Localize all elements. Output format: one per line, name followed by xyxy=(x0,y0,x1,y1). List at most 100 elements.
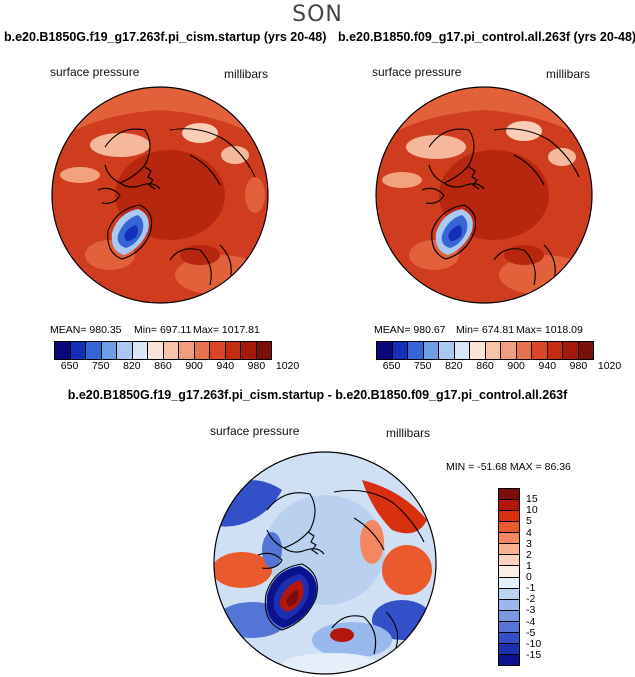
left-max-stat: Max= 1017.81 xyxy=(193,324,260,336)
colorbar-tick-label: 1020 xyxy=(275,360,300,372)
colorbar-swatch xyxy=(578,342,593,359)
colorbar-swatch xyxy=(499,544,519,556)
colorbar-swatch xyxy=(499,577,519,589)
colorbar-swatch xyxy=(485,342,501,359)
left-greenland-region xyxy=(111,209,149,255)
colorbar-tick-label: -3 xyxy=(526,604,536,617)
left-colorbar xyxy=(54,341,272,360)
left-colorbar-ticks: 650 750 820 860 900 940 980 1020 xyxy=(54,360,299,374)
right-min-stat: Min= 674.81 xyxy=(456,324,515,336)
colorbar-tick-label: 4 xyxy=(526,526,532,539)
colorbar-tick-label: 3 xyxy=(526,537,532,550)
colorbar-tick-label: 10 xyxy=(526,504,538,517)
colorbar-swatch xyxy=(163,342,179,359)
left-mean-stat: MEAN= 980.35 xyxy=(50,324,122,336)
colorbar-swatch xyxy=(70,342,86,359)
diff-panel-title: b.e20.B1850G.f19_g17.263f.pi_cism.startu… xyxy=(67,388,568,402)
right-max-stat: Max= 1018.09 xyxy=(516,324,583,336)
diff-greenland-region xyxy=(266,566,317,628)
colorbar-tick-label: 5 xyxy=(526,515,532,528)
colorbar-swatch xyxy=(499,489,519,501)
colorbar-tick-label: 980 xyxy=(569,360,588,372)
colorbar-swatch xyxy=(499,610,519,622)
colorbar-swatch xyxy=(86,342,102,359)
colorbar-tick-label: 750 xyxy=(91,360,110,372)
colorbar-swatch xyxy=(101,342,117,359)
left-panel-title: b.e20.B1850G.f19_g17.263f.pi_cism.startu… xyxy=(4,30,327,44)
colorbar-swatch xyxy=(499,533,519,545)
diff-polar-map xyxy=(213,451,437,675)
diff-units-label: millibars xyxy=(386,426,431,440)
right-mean-stat: MEAN= 980.67 xyxy=(374,324,446,336)
colorbar-swatch xyxy=(377,342,393,359)
season-title: SON xyxy=(292,2,343,27)
colorbar-tick-label: 900 xyxy=(507,360,525,372)
left-variable-label: surface pressure xyxy=(50,65,140,79)
diff-variable-label: surface pressure xyxy=(210,424,300,438)
colorbar-tick-label: -1 xyxy=(526,582,536,595)
colorbar-swatch xyxy=(499,522,519,534)
colorbar-tick-label: 820 xyxy=(445,360,463,372)
colorbar-swatch xyxy=(532,342,548,359)
right-units-label: millibars xyxy=(546,67,591,81)
colorbar-tick-label: -5 xyxy=(526,626,536,639)
colorbar-swatch xyxy=(470,342,486,359)
colorbar-tick-label: 860 xyxy=(154,360,172,372)
colorbar-swatch xyxy=(499,599,519,611)
colorbar-swatch xyxy=(256,342,271,359)
colorbar-swatch xyxy=(210,342,226,359)
colorbar-swatch xyxy=(499,500,519,512)
colorbar-tick-label: 900 xyxy=(185,360,203,372)
colorbar-tick-label: 650 xyxy=(60,360,79,372)
colorbar-swatch xyxy=(225,342,241,359)
colorbar-tick-label: 980 xyxy=(247,360,266,372)
colorbar-tick-label: -10 xyxy=(526,637,542,650)
diff-minmax-stat: MIN = -51.68 MAX = 86.36 xyxy=(446,461,571,473)
right-greenland-region xyxy=(435,209,473,255)
diff-coastlines xyxy=(257,489,425,655)
colorbar-tick-label: -15 xyxy=(526,648,542,661)
colorbar-swatch xyxy=(499,621,519,633)
right-panel-title: b.e20.B1850.f09_g17.pi_control.all.263f … xyxy=(338,30,635,44)
diff-colorbar xyxy=(498,488,520,666)
colorbar-swatch xyxy=(194,342,210,359)
colorbar-swatch xyxy=(499,511,519,523)
left-polar-map xyxy=(51,86,269,304)
colorbar-tick-label: 1 xyxy=(526,559,532,572)
colorbar-swatch xyxy=(132,342,148,359)
colorbar-swatch xyxy=(499,555,519,567)
colorbar-swatch xyxy=(454,342,470,359)
colorbar-swatch xyxy=(499,632,519,644)
colorbar-tick-label: -4 xyxy=(526,615,536,628)
colorbar-tick-label: 820 xyxy=(123,360,141,372)
colorbar-swatch xyxy=(179,342,195,359)
colorbar-swatch xyxy=(408,342,424,359)
colorbar-tick-label: 860 xyxy=(476,360,494,372)
colorbar-swatch xyxy=(241,342,257,359)
colorbar-swatch xyxy=(499,654,519,665)
colorbar-swatch xyxy=(148,342,164,359)
colorbar-tick-label: -2 xyxy=(526,593,536,606)
colorbar-swatch xyxy=(55,342,71,359)
right-polar-map xyxy=(375,86,593,304)
colorbar-tick-label: 940 xyxy=(216,360,235,372)
colorbar-swatch xyxy=(423,342,439,359)
colorbar-swatch xyxy=(547,342,563,359)
right-variable-label: surface pressure xyxy=(372,65,462,79)
diff-colorbar-ticks: 15 10 5 4 3 2 1 0 -1 -2 -3 -4 -5 -10 -15 xyxy=(526,488,566,664)
right-colorbar-ticks: 650 750 820 860 900 940 980 1020 xyxy=(376,360,621,374)
colorbar-swatch xyxy=(499,566,519,578)
colorbar-swatch xyxy=(516,342,532,359)
right-coastlines xyxy=(421,128,580,286)
colorbar-tick-label: 0 xyxy=(526,571,532,583)
left-units-label: millibars xyxy=(224,67,269,81)
colorbar-swatch xyxy=(563,342,579,359)
colorbar-tick-label: 1020 xyxy=(597,360,622,372)
colorbar-swatch xyxy=(499,643,519,655)
colorbar-swatch xyxy=(499,588,519,600)
colorbar-swatch xyxy=(392,342,408,359)
colorbar-tick-label: 750 xyxy=(413,360,432,372)
colorbar-tick-label: 650 xyxy=(382,360,401,372)
left-min-stat: Min= 697.11 xyxy=(134,324,192,336)
colorbar-tick-label: 15 xyxy=(526,493,538,506)
